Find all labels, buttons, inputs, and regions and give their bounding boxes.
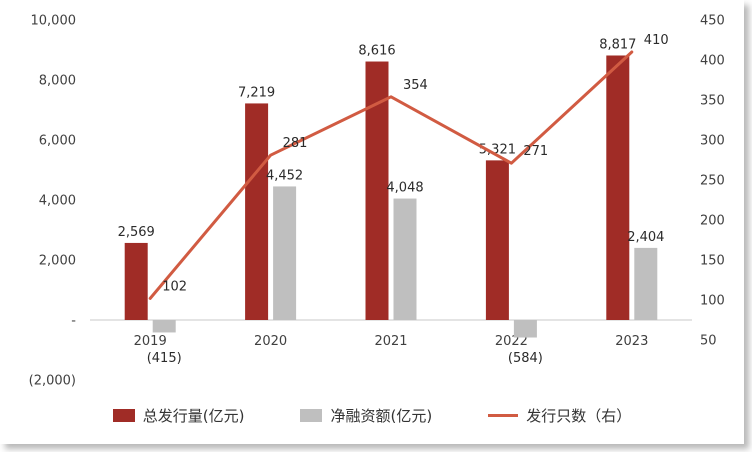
left-axis-tick-label: - xyxy=(71,314,76,329)
bar xyxy=(273,186,297,320)
bar xyxy=(606,55,630,321)
bar-value-label: 2,404 xyxy=(627,230,664,245)
legend-swatch-total-issuance xyxy=(112,408,135,422)
bar xyxy=(124,242,148,320)
bar-value-label: (584) xyxy=(508,351,543,366)
x-axis-label: 2023 xyxy=(615,334,648,349)
line-value-label: 354 xyxy=(403,78,428,93)
right-axis-tick-label: 300 xyxy=(700,134,725,149)
x-axis-label: 2020 xyxy=(254,334,287,349)
bar-value-label: (415) xyxy=(147,351,182,366)
legend-swatch-net-financing xyxy=(300,408,323,422)
combo-bar-line-chart: 10,000 8,000 6,000 4,000 2,000 - (2,000) 450 400… xyxy=(29,14,725,389)
x-axis-label: 2021 xyxy=(374,334,407,349)
legend-label-issue-count: 发行只数（右） xyxy=(526,406,632,425)
bar xyxy=(152,320,176,333)
right-axis-tick-label: 50 xyxy=(700,334,717,349)
bar xyxy=(393,198,417,320)
line-value-label: 102 xyxy=(162,279,187,294)
right-axis-tick-label: 250 xyxy=(700,174,725,189)
bar-value-label: 7,219 xyxy=(238,85,275,100)
bar xyxy=(513,320,537,338)
left-axis-tick-label: 4,000 xyxy=(39,194,76,209)
legend-swatch-issue-count xyxy=(488,413,519,417)
line-value-label: 271 xyxy=(523,144,548,159)
bar xyxy=(634,247,658,320)
bar-value-label: 8,817 xyxy=(599,37,636,52)
left-axis-tick-label: 8,000 xyxy=(39,74,76,89)
right-axis-tick-label: 150 xyxy=(700,254,725,269)
bar-value-label: 4,048 xyxy=(386,181,423,196)
left-axis-tick-label: (2,000) xyxy=(29,374,76,389)
right-axis-tick-label: 100 xyxy=(700,294,725,309)
legend-item-net-financing: 净融资额(亿元) xyxy=(300,405,432,426)
line-value-label: 410 xyxy=(644,33,669,48)
chart-legend: 总发行量(亿元) 净融资额(亿元) 发行只数（右） xyxy=(0,390,744,440)
left-axis-tick-label: 10,000 xyxy=(31,14,77,29)
right-axis-tick-label: 400 xyxy=(700,54,725,69)
x-axis-label: 2022 xyxy=(495,334,528,349)
bar-value-label: 4,452 xyxy=(266,168,303,183)
chart-canvas: 10,000 8,000 6,000 4,000 2,000 - (2,000) 450 400… xyxy=(0,13,744,440)
x-axis-label: 2019 xyxy=(134,334,167,349)
bar xyxy=(245,103,269,321)
bar-value-label: 2,569 xyxy=(118,225,155,240)
left-axis-tick-label: 2,000 xyxy=(39,254,76,269)
right-axis-tick-label: 450 xyxy=(700,14,725,29)
legend-item-issue-count: 发行只数（右） xyxy=(488,405,631,426)
legend-label-total-issuance: 总发行量(亿元) xyxy=(142,406,245,425)
right-axis-tick-label: 200 xyxy=(700,214,725,229)
issue-count-line xyxy=(148,50,634,300)
bar xyxy=(365,61,389,321)
bar xyxy=(485,160,509,320)
right-axis-tick-label: 350 xyxy=(700,94,725,109)
legend-item-total-issuance: 总发行量(亿元) xyxy=(112,405,245,426)
legend-label-net-financing: 净融资额(亿元) xyxy=(330,406,433,425)
left-axis-tick-label: 6,000 xyxy=(39,134,76,149)
bar-value-label: 8,616 xyxy=(358,44,395,59)
line-value-label: 281 xyxy=(283,136,308,151)
bar-value-label: 5,321 xyxy=(479,142,516,157)
